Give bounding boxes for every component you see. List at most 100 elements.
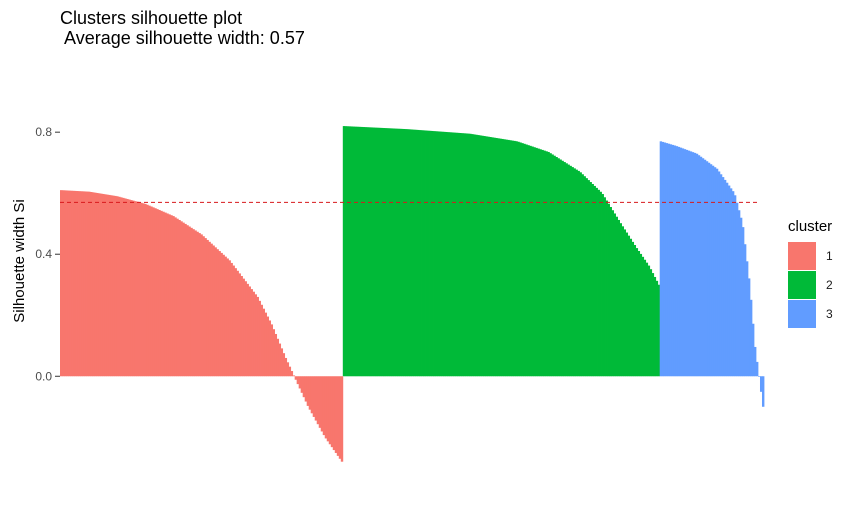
silhouette-bar-cluster-3 xyxy=(733,195,737,377)
silhouette-bar-cluster-1 xyxy=(298,376,302,389)
silhouette-bar-cluster-1 xyxy=(310,376,314,414)
silhouette-bar-cluster-1 xyxy=(204,238,207,377)
silhouette-bar-cluster-1 xyxy=(222,254,225,377)
silhouette-bar-cluster-2 xyxy=(392,128,396,377)
silhouette-bar-cluster-2 xyxy=(525,144,528,377)
silhouette-bar-cluster-2 xyxy=(354,126,358,377)
silhouette-bar-cluster-1 xyxy=(112,195,115,377)
silhouette-bar-cluster-1 xyxy=(312,376,316,417)
silhouette-bar-cluster-2 xyxy=(527,145,530,377)
silhouette-bar-cluster-2 xyxy=(635,248,639,377)
silhouette-bar-cluster-3 xyxy=(705,161,709,377)
silhouette-bar-cluster-1 xyxy=(306,376,310,406)
silhouette-bar-cluster-2 xyxy=(360,126,364,377)
silhouette-bar-cluster-2 xyxy=(499,138,502,377)
silhouette-bar-cluster-1 xyxy=(78,191,81,377)
silhouette-bar-cluster-3 xyxy=(723,179,727,377)
silhouette-bar-cluster-1 xyxy=(136,201,139,377)
silhouette-bar-cluster-2 xyxy=(352,126,356,377)
legend-items: 1 2 3 xyxy=(788,241,833,328)
y-axis: 0.0 0.4 0.8 xyxy=(35,125,60,383)
silhouette-bar-cluster-3 xyxy=(695,153,699,377)
silhouette-bar-cluster-1 xyxy=(242,278,245,377)
silhouette-bar-cluster-1 xyxy=(220,252,223,377)
silhouette-bar-cluster-2 xyxy=(521,143,524,377)
silhouette-bar-cluster-2 xyxy=(489,137,492,377)
silhouette-bar-cluster-2 xyxy=(619,223,622,377)
silhouette-bar-cluster-2 xyxy=(565,163,568,377)
silhouette-bar-cluster-1 xyxy=(236,270,239,377)
legend-item-cluster-2: 2 xyxy=(788,270,833,299)
silhouette-bar-cluster-2 xyxy=(607,203,610,377)
silhouette-bar-cluster-2 xyxy=(587,180,590,377)
silhouette-bar-cluster-1 xyxy=(274,333,278,377)
silhouette-bar-cluster-2 xyxy=(573,168,576,377)
silhouette-bar-cluster-2 xyxy=(491,137,494,377)
silhouette-bar-cluster-2 xyxy=(637,251,641,377)
silhouette-bar-cluster-2 xyxy=(617,219,620,377)
silhouette-bar-cluster-2 xyxy=(493,137,496,377)
silhouette-bar-cluster-2 xyxy=(511,140,514,377)
silhouette-bar-cluster-2 xyxy=(579,172,582,377)
silhouette-bar-cluster-2 xyxy=(613,213,616,377)
silhouette-bar-cluster-3 xyxy=(725,182,729,377)
silhouette-bar-cluster-2 xyxy=(655,280,659,377)
silhouette-bar-cluster-1 xyxy=(296,376,300,385)
silhouette-bar-cluster-1 xyxy=(152,207,155,377)
silhouette-bar-cluster-3 xyxy=(711,165,715,377)
silhouette-bar-cluster-1 xyxy=(308,376,312,410)
silhouette-bar-cluster-1 xyxy=(68,190,71,377)
silhouette-bar-cluster-2 xyxy=(415,129,418,377)
silhouette-bar-cluster-3 xyxy=(751,323,755,377)
silhouette-bar-cluster-1 xyxy=(322,376,326,436)
legend-key-swatch xyxy=(788,270,816,299)
silhouette-bar-cluster-1 xyxy=(100,193,103,377)
silhouette-bar-cluster-1 xyxy=(234,268,237,377)
bars-layer xyxy=(60,126,765,462)
silhouette-bar-cluster-1 xyxy=(198,233,201,377)
silhouette-bar-cluster-3 xyxy=(721,177,725,377)
silhouette-bar-cluster-2 xyxy=(402,128,406,377)
silhouette-bar-cluster-2 xyxy=(595,187,598,377)
silhouette-bar-cluster-1 xyxy=(238,273,241,377)
silhouette-bar-cluster-3 xyxy=(717,171,721,377)
silhouette-bar-cluster-2 xyxy=(459,133,462,377)
silhouette-bar-cluster-2 xyxy=(543,150,546,377)
silhouette-bar-cluster-1 xyxy=(98,193,101,377)
y-tick-label: 0.8 xyxy=(35,125,52,139)
silhouette-bar-cluster-1 xyxy=(202,236,205,377)
silhouette-bar-cluster-3 xyxy=(761,376,765,407)
silhouette-bar-cluster-2 xyxy=(561,160,564,377)
silhouette-bar-cluster-1 xyxy=(62,190,65,377)
silhouette-bar-cluster-2 xyxy=(645,262,649,377)
silhouette-bar-cluster-2 xyxy=(419,130,422,377)
silhouette-bar-cluster-2 xyxy=(653,276,657,377)
silhouette-bar-cluster-2 xyxy=(350,126,354,377)
silhouette-bar-cluster-2 xyxy=(467,133,470,377)
silhouette-bar-cluster-1 xyxy=(230,262,233,377)
legend-item-cluster-1: 1 xyxy=(788,241,833,270)
silhouette-bar-cluster-3 xyxy=(673,145,677,377)
silhouette-bar-cluster-2 xyxy=(571,167,574,377)
silhouette-bar-cluster-2 xyxy=(623,229,627,377)
silhouette-bar-cluster-1 xyxy=(172,216,175,377)
silhouette-bar-cluster-1 xyxy=(148,205,151,377)
silhouette-bar-cluster-1 xyxy=(170,215,173,377)
silhouette-bar-cluster-1 xyxy=(166,213,169,377)
silhouette-bar-cluster-2 xyxy=(625,232,629,377)
silhouette-bar-cluster-2 xyxy=(342,126,346,377)
silhouette-bar-cluster-2 xyxy=(386,128,390,377)
silhouette-bar-cluster-2 xyxy=(505,139,508,377)
silhouette-bar-cluster-2 xyxy=(507,139,510,377)
silhouette-bar-cluster-1 xyxy=(224,256,227,377)
silhouette-bar-cluster-2 xyxy=(593,185,596,377)
silhouette-bar-cluster-2 xyxy=(563,162,566,377)
silhouette-bar-cluster-2 xyxy=(423,130,426,377)
silhouette-bar-cluster-1 xyxy=(294,376,298,380)
silhouette-bar-cluster-1 xyxy=(188,226,191,377)
silhouette-bar-cluster-2 xyxy=(621,226,625,377)
silhouette-bar-cluster-1 xyxy=(194,230,197,377)
silhouette-bar-cluster-1 xyxy=(162,211,165,377)
silhouette-bar-cluster-2 xyxy=(603,197,606,377)
